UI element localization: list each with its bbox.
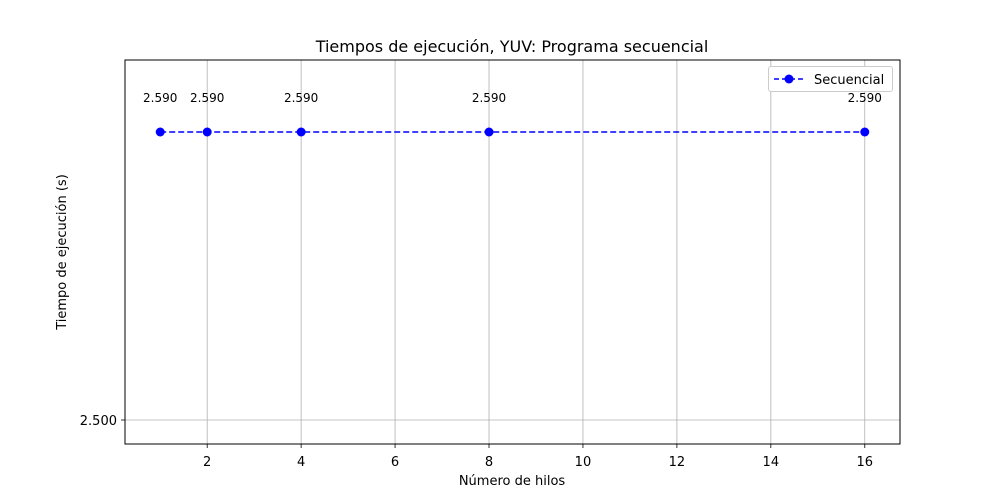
data-label: 2.590: [143, 91, 177, 105]
legend-label: Secuencial: [814, 73, 884, 88]
data-label: 2.590: [284, 91, 318, 105]
x-axis-label: Número de hilos: [459, 474, 566, 489]
x-tick-label: 2: [203, 455, 211, 470]
y-axis-label: Tiempo de ejecución (s): [55, 174, 70, 331]
data-point: [484, 127, 494, 137]
chart-title: Tiempos de ejecución, YUV: Programa secu…: [315, 37, 709, 56]
data-point: [155, 127, 165, 137]
x-tick-label: 8: [485, 455, 493, 470]
x-tick-label: 14: [763, 455, 780, 470]
x-tick-label: 10: [575, 455, 592, 470]
data-point: [202, 127, 212, 137]
data-point: [860, 127, 870, 137]
x-axis-ticks: 2 4 6 8 10 12 14 16: [203, 444, 873, 470]
grid-layer: [125, 60, 900, 444]
data-label: 2.590: [848, 91, 882, 105]
x-tick-label: 12: [669, 455, 686, 470]
x-tick-label: 16: [856, 455, 873, 470]
series-layer: [155, 127, 870, 137]
y-tick-label: 2.500: [80, 414, 117, 429]
data-point: [296, 127, 306, 137]
x-tick-label: 4: [297, 455, 305, 470]
plot-frame: [124, 59, 901, 445]
y-axis-ticks: 2.500: [80, 414, 125, 429]
x-tick-label: 6: [391, 455, 399, 470]
data-label: 2.590: [472, 91, 506, 105]
legend-swatch: Secuencial: [774, 73, 884, 88]
legend-marker: [784, 74, 794, 84]
data-labels-layer: 2.590 2.590 2.590 2.590 2.590: [143, 91, 882, 105]
legend: Secuencial: [768, 66, 893, 92]
data-label: 2.590: [190, 91, 224, 105]
